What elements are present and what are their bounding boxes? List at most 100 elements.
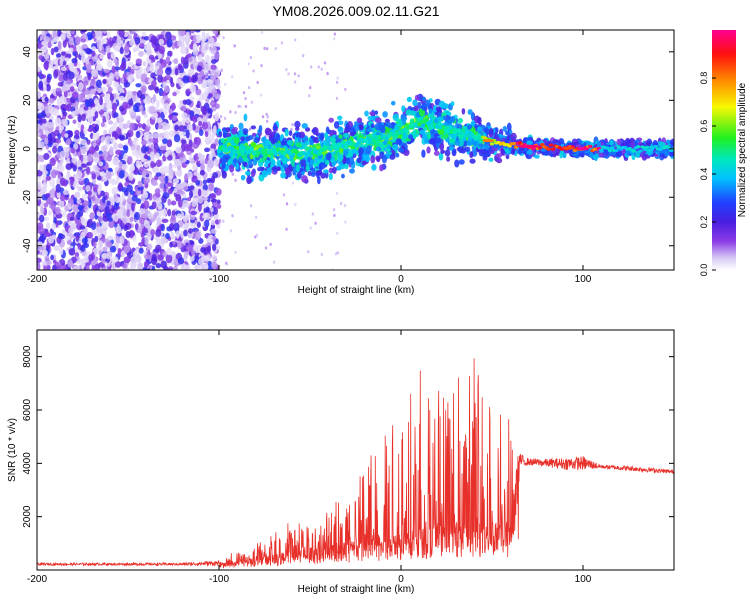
heatmap-cell xyxy=(139,42,145,48)
heatmap-cell xyxy=(88,253,94,262)
heatmap-cell xyxy=(313,136,320,144)
heatmap-cell xyxy=(55,87,62,92)
heatmap-cell xyxy=(203,262,209,270)
heatmap-cell xyxy=(201,39,206,49)
heatmap-cell xyxy=(285,202,289,206)
heatmap-cell xyxy=(118,154,123,161)
heatmap-cell xyxy=(255,233,259,237)
heatmap-cell xyxy=(42,181,48,190)
heatmap-cell xyxy=(216,148,222,154)
heatmap-cell xyxy=(46,264,51,270)
heatmap-cell xyxy=(43,125,48,131)
heatmap-cell xyxy=(231,172,234,176)
heatmap-cell xyxy=(562,152,567,159)
heatmap-cell xyxy=(149,67,155,73)
heatmap-cell xyxy=(111,178,116,186)
heatmap-cell xyxy=(170,200,177,206)
heatmap-cell xyxy=(175,146,182,154)
heatmap-cell xyxy=(66,138,71,146)
heatmap-cell xyxy=(165,232,170,240)
heatmap-cell xyxy=(210,193,217,200)
heatmap-cell xyxy=(114,261,122,268)
heatmap-cell xyxy=(81,259,86,268)
heatmap-cell xyxy=(382,140,388,146)
heatmap-cell xyxy=(609,140,614,146)
heatmap-cell xyxy=(130,111,137,120)
heatmap-cell xyxy=(370,123,375,129)
heatmap-cell xyxy=(37,132,40,137)
heatmap-cell xyxy=(173,258,179,267)
heatmap-cell xyxy=(48,137,53,146)
heatmap-cell xyxy=(377,121,383,130)
heatmap-cell xyxy=(589,150,594,159)
heatmap-cell xyxy=(381,155,387,164)
heatmap-cell xyxy=(439,142,445,151)
heatmap-cell xyxy=(294,203,297,207)
heatmap-cell xyxy=(345,122,350,131)
heatmap-cell xyxy=(87,190,92,196)
heatmap-cell xyxy=(58,265,65,270)
heatmap-cell xyxy=(180,143,186,153)
heatmap-cell xyxy=(129,167,134,173)
heatmap-cell xyxy=(148,84,155,91)
heatmap-cell xyxy=(162,95,169,100)
heatmap-cell xyxy=(44,62,49,71)
heatmap-cell xyxy=(157,202,163,210)
heatmap-cell xyxy=(214,93,221,100)
heatmap-cell xyxy=(280,172,287,179)
heatmap-cell xyxy=(395,125,400,131)
heatmap-cell xyxy=(334,146,340,152)
heatmap-cell xyxy=(120,250,126,258)
heatmap-cell xyxy=(109,245,117,253)
heatmap-cell xyxy=(160,223,165,232)
heatmap-cell xyxy=(61,107,66,115)
heatmap-cell xyxy=(364,110,369,117)
heatmap-cell xyxy=(382,111,388,118)
heatmap-cell xyxy=(450,116,456,123)
heatmap-cell xyxy=(192,162,197,172)
heatmap-cell xyxy=(119,64,126,72)
heatmap-cell xyxy=(92,178,97,185)
heatmap-cell xyxy=(178,30,185,37)
heatmap-cell xyxy=(66,203,72,209)
heatmap-cell xyxy=(223,116,227,121)
heatmap-cell xyxy=(209,36,215,46)
heatmap-cell xyxy=(123,81,131,88)
heatmap-cell xyxy=(229,110,232,114)
heatmap-cell xyxy=(238,122,244,130)
heatmap-cell xyxy=(324,160,330,165)
heatmap-cell xyxy=(187,228,194,234)
heatmap-cell xyxy=(180,105,187,112)
heatmap-cell xyxy=(111,130,118,138)
heatmap-cell xyxy=(267,143,272,150)
heatmap-cell xyxy=(123,32,129,38)
heatmap-cell xyxy=(68,47,74,53)
heatmap-cell xyxy=(94,111,99,119)
heatmap-cell xyxy=(99,53,105,60)
heatmap-cell xyxy=(59,57,64,66)
heatmap-cell xyxy=(133,137,138,142)
heatmap-cell xyxy=(140,140,148,145)
heatmap-cell xyxy=(103,68,110,73)
heatmap-cell xyxy=(52,37,59,43)
heatmap-cell xyxy=(48,97,55,104)
heatmap-cell xyxy=(208,85,213,93)
heatmap-cell xyxy=(510,148,516,155)
heatmap-cell xyxy=(94,97,99,106)
heatmap-cell xyxy=(244,104,248,109)
heatmap-cell xyxy=(214,112,220,122)
heatmap-cell xyxy=(93,152,99,158)
heatmap-cell xyxy=(86,112,92,118)
heatmap-cell xyxy=(37,104,41,110)
heatmap-cell xyxy=(45,192,51,198)
heatmap-cell xyxy=(201,92,207,101)
heatmap-cell xyxy=(295,126,300,131)
heatmap-cell xyxy=(63,146,70,153)
heatmap-cell xyxy=(44,97,49,102)
heatmap-cell xyxy=(189,96,195,101)
heatmap-cell xyxy=(202,184,208,192)
heatmap-cell xyxy=(440,134,448,140)
heatmap-cell xyxy=(598,152,604,158)
heatmap-cell xyxy=(178,72,184,77)
heatmap-cell xyxy=(117,143,124,149)
